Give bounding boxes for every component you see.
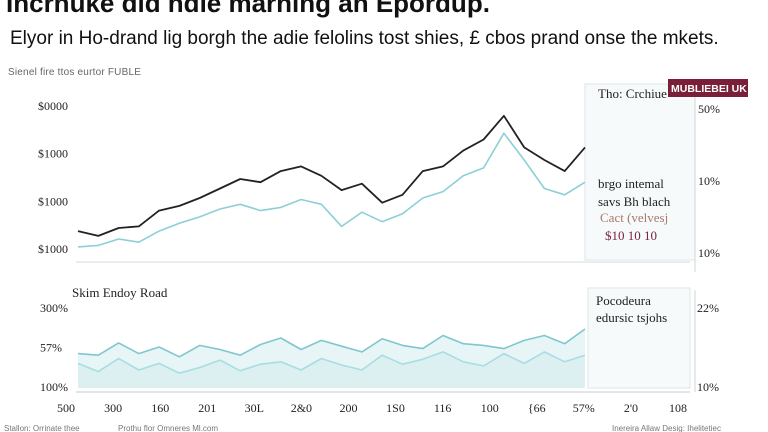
source-label: Sienel fire ttos eurtor FUBLE [8,67,142,78]
bottom-y-tick-label: 100% [40,380,68,394]
x-tick-label: 201 [198,401,216,415]
x-tick-label: 100 [481,401,499,415]
bottom-right-tick-label: 22% [697,301,719,315]
x-ticks: 500 300 160 201 30L 2&0 200 1S0 116 100 {66 57% 2'0 1… [57,401,687,415]
bottom-series-group [77,328,586,388]
x-tick-label: 57% [573,401,595,415]
top-sub-annotation: Cact (velvesj [600,210,668,225]
bottom-y-ticks: 300% 57% 100% [40,301,68,394]
top-series-line-dark [77,114,586,237]
headline: Incrnuke did hdie marhing an Epordup. [6,0,490,18]
x-tick-label: 30L [245,401,264,415]
top-right-tick-label: 50% [698,102,720,116]
bottom-y-tick-label: 57% [40,341,62,355]
top-y-tick-label: $1000 [38,242,68,256]
bottom-series-line-lower [77,351,586,375]
top-annotation-line-1: brgo intemal [598,176,664,191]
x-tick-label: 116 [434,401,452,415]
top-right-tick-label: 10% [698,174,720,188]
x-tick-label: 500 [57,401,75,415]
top-legend-panel [584,83,696,261]
top-y-ticks: $0000 $1000 $1000 $1000 [38,99,68,256]
footer-credit-left: Stallon: Orrinate thee [4,424,80,432]
bottom-chart-title: Skim Endoy Road [72,285,168,300]
brand-badge-bg [668,79,748,97]
x-tick-label: 200 [340,401,358,415]
bottom-annotation-line-2: edursic tsjohs [596,310,667,325]
top-legend-title: Tho: Crchiue [598,86,667,101]
top-right-tick-label: 10% [698,246,720,260]
subheadline: Elyor in Ho-drand lig borgh the adie fel… [10,28,719,49]
bottom-annotation-line-1: Pocodeura [596,293,651,308]
top-series-group [77,114,586,248]
bottom-area-fill-upper [78,329,585,388]
bottom-right-tick-label: 10% [697,380,719,394]
x-tick-label: 300 [104,401,122,415]
x-tick-label: 2'0 [624,401,638,415]
bottom-y-tick-label: 300% [40,301,68,315]
x-tick-label: 1S0 [386,401,405,415]
brand-badge: MUBLIEBEI UK [671,83,747,95]
bottom-area-fill-lower [78,351,585,388]
bottom-series-line-upper [77,328,586,358]
bottom-legend-panel [587,287,691,389]
top-y-tick-label: $0000 [38,99,68,113]
x-tick-label: 160 [151,401,169,415]
x-tick-label: {66 [528,401,546,415]
footer-credit-mid: Prothu flor Omneres Ml.com [118,424,219,432]
top-right-ticks: 50% 10% 10% [698,102,720,260]
bottom-right-ticks: 22% 10% [697,301,719,394]
top-annotation-line-2: savs Bh blach [598,194,671,209]
top-series-line-light [77,132,586,248]
x-tick-label: 108 [669,401,687,415]
footer-credit-right: Inereira Allaw Desig: Ihelitetiec [612,424,721,432]
top-y-tick-label: $1000 [38,194,68,208]
x-tick-label: 2&0 [291,401,312,415]
top-y-tick-label: $1000 [38,147,68,161]
top-value-note: $10 10 10 [605,228,657,243]
